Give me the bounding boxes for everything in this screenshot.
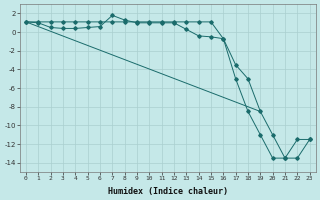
X-axis label: Humidex (Indice chaleur): Humidex (Indice chaleur): [108, 187, 228, 196]
